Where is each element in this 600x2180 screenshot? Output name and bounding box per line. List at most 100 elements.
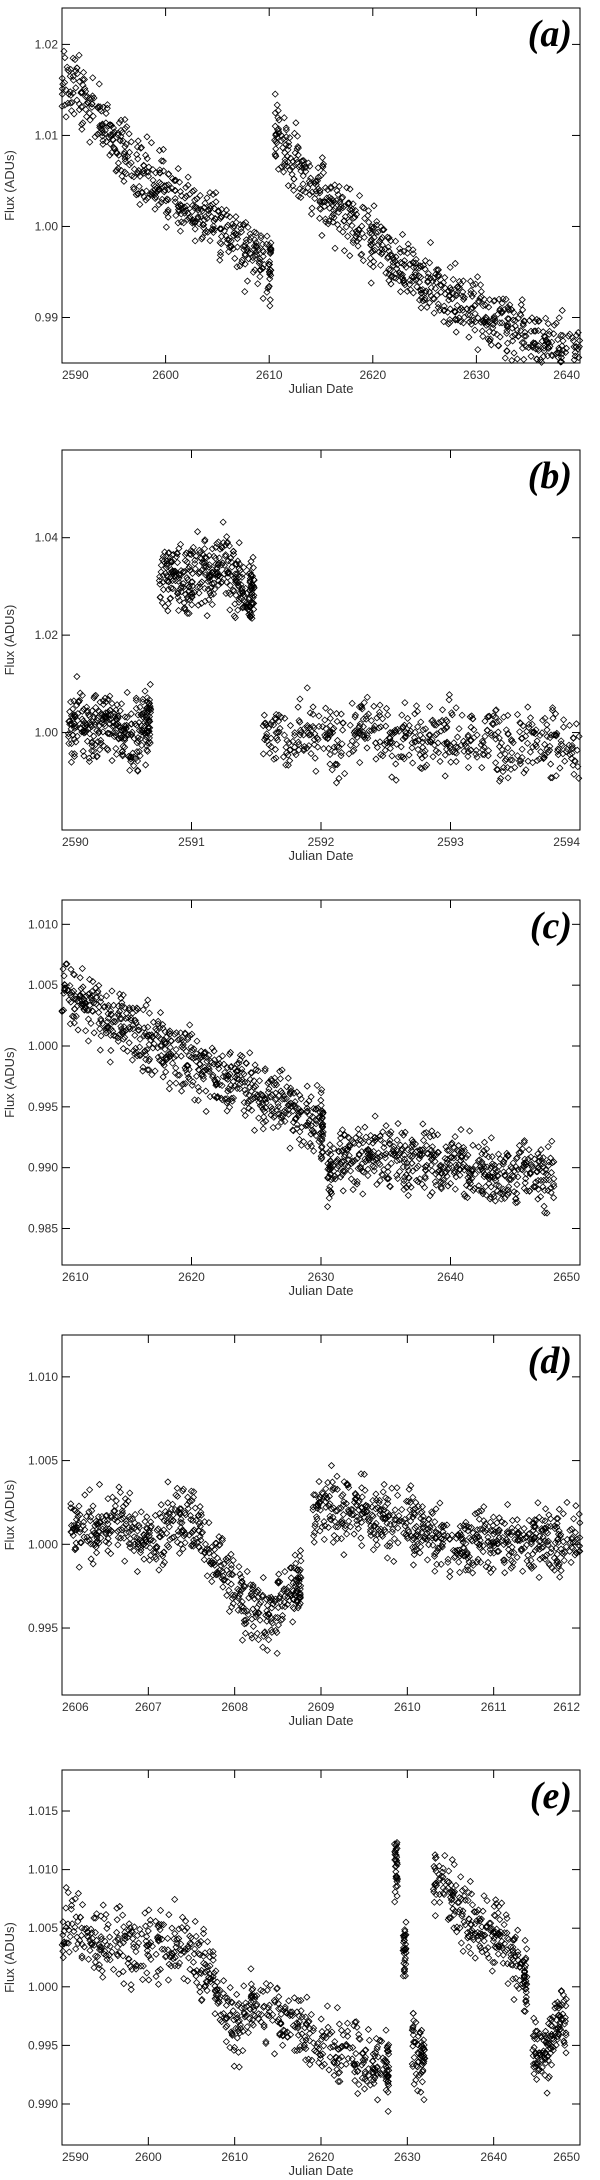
data-point: [476, 281, 485, 289]
data-point: [504, 774, 512, 782]
data-point: [265, 1085, 273, 1093]
data-point: [472, 746, 480, 754]
data-point: [413, 1164, 421, 1172]
data-point: [507, 736, 516, 744]
data-point: [571, 757, 579, 765]
data-point: [480, 1173, 488, 1181]
data-point: [380, 226, 388, 234]
data-point: [437, 1560, 445, 1568]
data-point: [125, 148, 134, 156]
data-point: [80, 1533, 88, 1541]
data-point: [540, 754, 548, 762]
data-point: [209, 190, 217, 199]
data-point: [164, 549, 172, 557]
data-point: [373, 217, 381, 226]
data-point: [155, 186, 163, 194]
data-point: [503, 329, 511, 337]
data-point: [325, 744, 333, 753]
data-point: [504, 1186, 512, 1194]
data-point: [312, 178, 320, 186]
data-point: [525, 720, 533, 728]
data-point: [84, 1015, 93, 1023]
data-point: [371, 722, 379, 730]
data-point: [153, 1026, 161, 1034]
data-point: [446, 284, 454, 292]
data-point: [509, 337, 517, 345]
data-point: [485, 1153, 493, 1161]
data-point: [410, 1509, 418, 1517]
data-point: [59, 965, 67, 973]
data-point: [418, 764, 426, 773]
data-point: [226, 582, 234, 590]
data-point: [296, 731, 304, 739]
panel-label: (d): [528, 1340, 572, 1382]
data-point: [524, 757, 532, 765]
data-point: [433, 272, 442, 280]
x-tick-label: 2610: [256, 368, 283, 382]
data-point: [339, 1187, 347, 1195]
data-point: [210, 552, 218, 560]
data-point: [273, 734, 281, 742]
data-point: [152, 193, 160, 201]
data-point: [267, 743, 275, 751]
data-point: [419, 297, 427, 305]
data-point: [294, 1604, 302, 1612]
data-point: [459, 319, 468, 327]
data-point: [58, 85, 66, 93]
data-point: [259, 1125, 267, 1133]
data-point: [396, 1141, 404, 1149]
data-point: [432, 270, 440, 278]
data-point: [489, 320, 497, 328]
data-point: [508, 356, 516, 365]
data-point: [93, 753, 101, 761]
data-point: [238, 588, 247, 596]
data-point: [123, 688, 131, 697]
data-point: [216, 251, 224, 259]
data-point: [524, 703, 532, 711]
data-point: [312, 1513, 321, 1521]
data-point: [402, 1497, 411, 1505]
data-point: [491, 1161, 499, 1169]
data-point: [119, 1035, 127, 1043]
data-point: [466, 277, 475, 285]
data-point: [233, 1074, 241, 1083]
data-point: [189, 1542, 197, 1550]
data-point: [121, 157, 129, 166]
data-point: [469, 1141, 477, 1149]
data-point: [119, 1044, 127, 1053]
data-point: [451, 1133, 459, 1141]
data-point: [353, 1520, 361, 1529]
data-point: [83, 1537, 91, 1545]
data-point: [93, 989, 101, 997]
data-point: [571, 758, 579, 766]
data-point: [156, 1533, 164, 1541]
data-point: [469, 715, 477, 723]
data-point: [134, 766, 142, 774]
data-point: [455, 1558, 463, 1566]
data-point: [375, 711, 384, 720]
data-point: [209, 228, 217, 236]
data-point: [371, 246, 379, 254]
data-point: [293, 1120, 301, 1129]
data-point: [396, 1149, 404, 1157]
data-point: [232, 218, 240, 227]
data-point: [99, 742, 108, 750]
data-point: [181, 203, 189, 211]
data-point: [259, 1591, 267, 1599]
data-point: [467, 723, 475, 731]
data-point: [428, 1167, 436, 1175]
data-point: [434, 1168, 442, 1176]
data-point: [229, 547, 238, 555]
data-point: [107, 1046, 115, 1055]
data-point: [388, 252, 396, 260]
data-point: [330, 214, 338, 222]
data-point: [326, 1500, 334, 1508]
data-point: [409, 1493, 417, 1501]
data-point: [265, 258, 274, 266]
data-point: [103, 1511, 111, 1520]
data-point: [197, 1053, 205, 1061]
data-point: [321, 184, 330, 192]
data-point: [65, 739, 73, 748]
data-point: [379, 1515, 387, 1523]
x-tick-label: 2640: [437, 1270, 464, 1284]
